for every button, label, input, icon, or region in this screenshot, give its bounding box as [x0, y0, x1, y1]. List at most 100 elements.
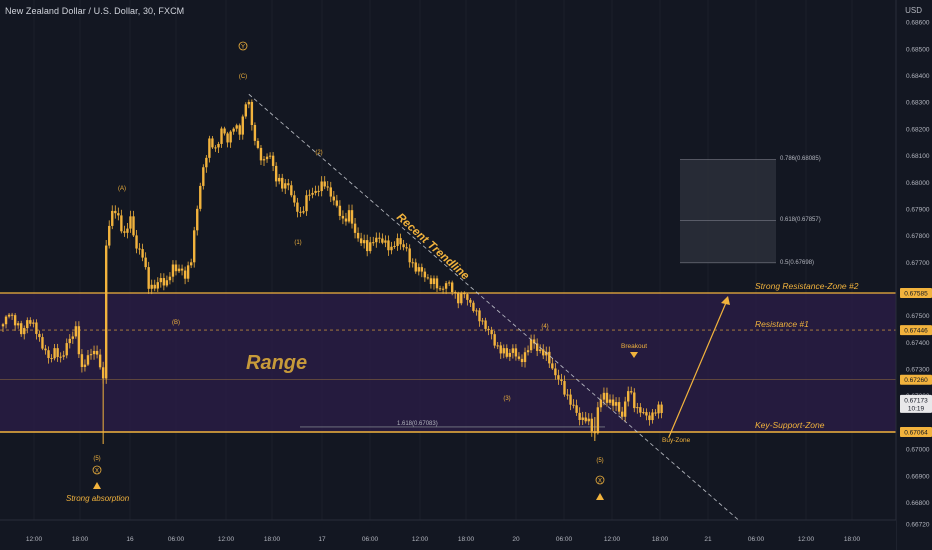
candle-body — [320, 181, 323, 192]
wave-5a-label: (5) — [93, 456, 100, 462]
candle-body — [429, 278, 433, 285]
candle-body — [23, 328, 26, 335]
candle-189 — [575, 399, 578, 416]
candle-82 — [250, 99, 254, 131]
candle-183 — [557, 369, 560, 385]
candle-body — [633, 392, 636, 409]
candle-133 — [405, 242, 408, 252]
candle-94 — [287, 178, 290, 191]
candle-196 — [596, 401, 600, 435]
candle-92 — [281, 173, 284, 192]
candle-102 — [311, 187, 314, 199]
time-tick-label-4: 12:00 — [218, 536, 235, 543]
candle-body — [450, 282, 454, 293]
candle-149 — [454, 290, 457, 299]
candle-body — [657, 404, 660, 414]
candle-body — [532, 339, 536, 344]
candle-39 — [120, 209, 123, 234]
candle-67 — [205, 155, 208, 173]
candle-body — [484, 320, 487, 329]
countdown-label: 10:19 — [908, 405, 925, 412]
candle-body — [268, 155, 272, 157]
candle-96 — [293, 190, 296, 207]
strong-absorption-label: Strong absorption — [66, 494, 130, 503]
candle-132 — [402, 239, 405, 251]
candle-6 — [20, 320, 23, 337]
candle-body — [153, 284, 156, 289]
candle-body — [572, 404, 575, 406]
candle-23 — [71, 331, 75, 344]
candle-129 — [393, 241, 396, 249]
candle-body — [302, 211, 305, 213]
candle-body — [126, 228, 129, 233]
candle-164 — [499, 341, 502, 359]
candle-144 — [438, 285, 442, 292]
wave-1-label: (1) — [294, 240, 301, 246]
candle-140 — [426, 274, 430, 280]
candle-body — [1, 324, 5, 327]
candle-body — [630, 391, 633, 393]
candle-body — [244, 104, 247, 117]
key-support-label: Key-Support-Zone — [755, 420, 825, 430]
candle-body — [287, 183, 290, 186]
candle-112 — [341, 210, 345, 225]
candle-174 — [529, 334, 533, 354]
candle-body — [171, 264, 175, 277]
time-tick-label-0: 12:00 — [26, 536, 43, 543]
time-tick-label-10: 20 — [512, 536, 520, 543]
candle-body — [77, 326, 81, 355]
candle-body — [35, 322, 38, 334]
candle-body — [350, 210, 354, 224]
candle-body — [502, 348, 505, 354]
candle-110 — [335, 194, 339, 208]
candle-body — [396, 238, 399, 246]
candle-22 — [68, 334, 71, 349]
candle-body — [554, 368, 557, 376]
candle-53 — [162, 273, 166, 291]
candle-body — [135, 235, 138, 249]
candle-body — [32, 322, 35, 324]
wave-X1-label-ring — [92, 465, 102, 475]
price-badge-0 — [900, 288, 932, 298]
price-tick-label-1: 0.68500 — [906, 46, 930, 53]
candle-117 — [356, 227, 360, 242]
candle-body — [444, 283, 448, 289]
candle-217 — [660, 401, 663, 419]
candle-body — [305, 195, 308, 212]
candle-10 — [32, 319, 35, 328]
candle-body — [627, 391, 630, 402]
candle-209 — [636, 402, 639, 414]
candle-body — [83, 364, 87, 367]
candle-204 — [620, 406, 624, 421]
candle-119 — [362, 234, 366, 249]
candle-body — [265, 156, 269, 160]
candle-52 — [159, 273, 163, 288]
candle-54 — [165, 275, 169, 288]
candle-body — [623, 401, 627, 417]
candle-body — [65, 343, 68, 356]
candle-8 — [26, 317, 29, 334]
time-tick-label-16: 12:00 — [798, 536, 815, 543]
candle-84 — [256, 138, 260, 150]
candle-body — [29, 320, 32, 324]
candle-134 — [408, 244, 411, 268]
candle-body — [104, 245, 108, 379]
projection-arrowhead — [721, 296, 730, 305]
candle-2 — [7, 313, 11, 319]
candle-body — [226, 133, 229, 143]
candle-155 — [472, 300, 475, 313]
candle-185 — [563, 375, 566, 397]
candle-body — [89, 354, 93, 356]
candle-175 — [532, 334, 536, 349]
candle-body — [359, 238, 363, 244]
candle-1 — [4, 315, 8, 329]
price-tick-label-14: 0.67000 — [906, 447, 930, 454]
candle-body — [80, 354, 84, 367]
candle-212 — [645, 408, 648, 421]
candle-body — [144, 257, 147, 268]
candle-215 — [654, 409, 657, 416]
candle-128 — [390, 241, 393, 255]
candle-body — [193, 230, 196, 263]
candle-body — [454, 292, 457, 294]
